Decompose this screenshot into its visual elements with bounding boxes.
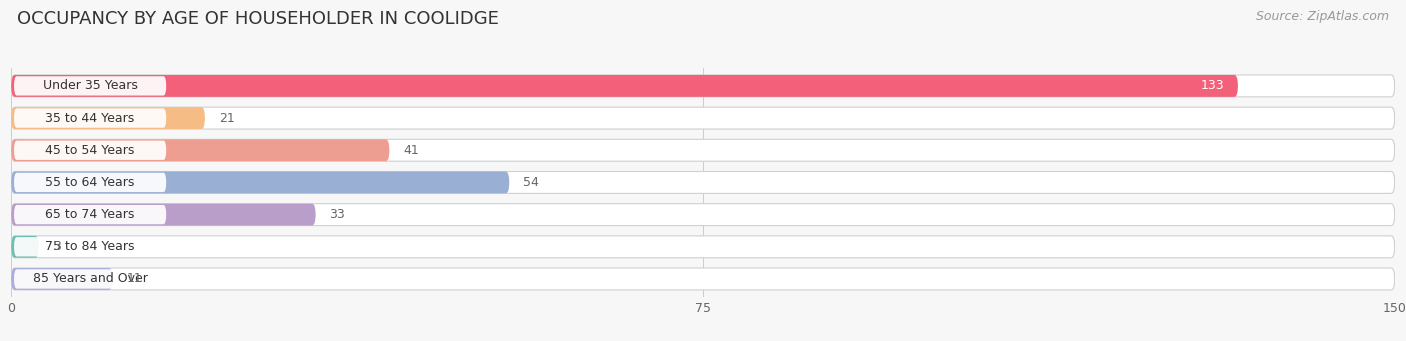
FancyBboxPatch shape	[11, 172, 509, 193]
Text: 21: 21	[219, 112, 235, 124]
FancyBboxPatch shape	[11, 107, 205, 129]
Text: 35 to 44 Years: 35 to 44 Years	[45, 112, 135, 124]
FancyBboxPatch shape	[11, 75, 1237, 97]
FancyBboxPatch shape	[11, 268, 1395, 290]
FancyBboxPatch shape	[11, 236, 39, 258]
Text: 3: 3	[53, 240, 60, 253]
FancyBboxPatch shape	[14, 76, 166, 95]
Text: 45 to 54 Years: 45 to 54 Years	[45, 144, 135, 157]
Text: 41: 41	[404, 144, 419, 157]
Text: 54: 54	[523, 176, 538, 189]
FancyBboxPatch shape	[14, 140, 166, 160]
Text: 85 Years and Over: 85 Years and Over	[32, 272, 148, 285]
FancyBboxPatch shape	[11, 172, 1395, 193]
FancyBboxPatch shape	[14, 237, 166, 256]
Text: 65 to 74 Years: 65 to 74 Years	[45, 208, 135, 221]
FancyBboxPatch shape	[11, 75, 1395, 97]
FancyBboxPatch shape	[14, 205, 166, 224]
FancyBboxPatch shape	[11, 139, 1395, 161]
FancyBboxPatch shape	[11, 204, 315, 225]
Text: 75 to 84 Years: 75 to 84 Years	[45, 240, 135, 253]
FancyBboxPatch shape	[14, 173, 166, 192]
Text: Source: ZipAtlas.com: Source: ZipAtlas.com	[1256, 10, 1389, 23]
Text: 133: 133	[1201, 79, 1225, 92]
FancyBboxPatch shape	[14, 108, 166, 128]
Text: 33: 33	[329, 208, 346, 221]
FancyBboxPatch shape	[11, 107, 1395, 129]
Text: OCCUPANCY BY AGE OF HOUSEHOLDER IN COOLIDGE: OCCUPANCY BY AGE OF HOUSEHOLDER IN COOLI…	[17, 10, 499, 28]
FancyBboxPatch shape	[11, 139, 389, 161]
FancyBboxPatch shape	[14, 269, 166, 288]
FancyBboxPatch shape	[11, 204, 1395, 225]
Text: Under 35 Years: Under 35 Years	[42, 79, 138, 92]
Text: 55 to 64 Years: 55 to 64 Years	[45, 176, 135, 189]
Text: 11: 11	[127, 272, 142, 285]
FancyBboxPatch shape	[11, 268, 112, 290]
FancyBboxPatch shape	[11, 236, 1395, 258]
